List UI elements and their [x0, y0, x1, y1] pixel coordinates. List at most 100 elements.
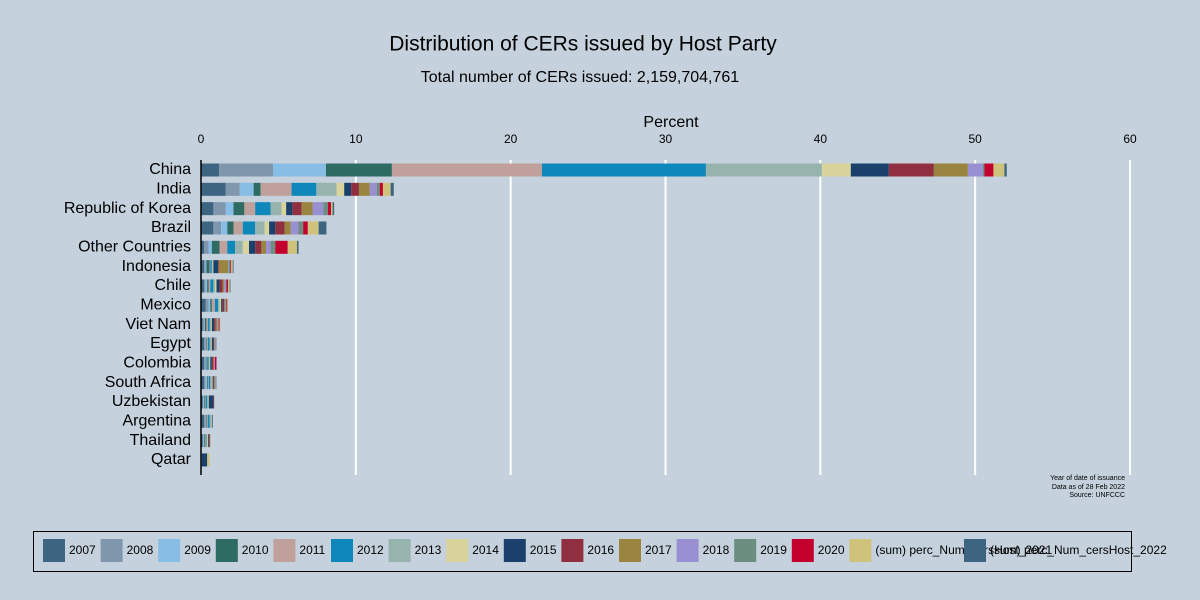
- bar-segment: [205, 279, 208, 293]
- bar-segment: [1004, 163, 1007, 177]
- legend-label: 2007: [69, 543, 96, 557]
- bar-segment: [233, 202, 245, 216]
- bar-segment: [202, 318, 205, 332]
- legend-box: [33, 531, 1132, 572]
- bar-segment: [210, 376, 212, 390]
- bar-segment: [205, 337, 207, 351]
- bar-segment: [217, 318, 219, 332]
- bar-segment: [984, 163, 994, 177]
- y-tick-label: Thailand: [130, 432, 191, 449]
- bar-segment: [212, 376, 214, 390]
- bar-segment: [205, 260, 207, 274]
- bar-segment: [344, 182, 352, 196]
- legend-label: (sum) perc_Num_cersHost_2022: [990, 543, 1167, 557]
- bar-segment: [201, 202, 214, 216]
- bar-segment: [215, 337, 217, 351]
- bar-segment: [275, 240, 288, 254]
- y-tick-label: Mexico: [140, 297, 191, 314]
- bar-segment: [204, 395, 206, 409]
- bar-segment: [821, 163, 851, 177]
- x-tick-label: 10: [349, 132, 363, 146]
- bar-segment: [209, 260, 211, 274]
- bar-segment: [208, 240, 212, 254]
- y-tick-label: Chile: [155, 277, 192, 294]
- bar-segment: [255, 240, 262, 254]
- bar-segment: [201, 260, 205, 274]
- bar-segment: [209, 434, 211, 448]
- bar-segment: [369, 182, 377, 196]
- bar-segment: [214, 356, 215, 370]
- bar-segment: [210, 298, 212, 312]
- bar-segment: [218, 260, 229, 274]
- bar-segment: [228, 260, 229, 274]
- bar-segment: [214, 337, 215, 351]
- legend-label: 2014: [472, 543, 499, 557]
- bar-segment: [206, 414, 208, 428]
- bar-segment: [205, 434, 207, 448]
- legend-swatch: [215, 539, 238, 562]
- bar-segment: [222, 298, 225, 312]
- bar-segment: [215, 318, 218, 332]
- bar-segment: [213, 221, 222, 235]
- bar-segment: [231, 260, 233, 274]
- y-tick-label: Colombia: [123, 355, 191, 372]
- bar-segment: [290, 221, 299, 235]
- bar-segment: [239, 182, 254, 196]
- bar-segment: [336, 182, 345, 196]
- bar-segment: [888, 163, 934, 177]
- legend-swatch: [849, 539, 872, 562]
- bar-segment: [213, 337, 215, 351]
- bar-segment: [264, 221, 270, 235]
- y-tick-label: Argentina: [123, 413, 192, 430]
- bar-segment: [204, 434, 205, 448]
- bar-segment: [215, 376, 217, 390]
- bar-segment: [211, 414, 213, 428]
- legend-label: 2012: [357, 543, 384, 557]
- bar-segment: [201, 395, 203, 409]
- legend-label: 2009: [184, 543, 211, 557]
- bar-segment: [214, 298, 219, 312]
- bar-segment: [332, 202, 335, 216]
- bar-segment: [201, 279, 205, 293]
- bar-segment: [325, 163, 392, 177]
- bar-segment: [233, 221, 243, 235]
- bar-segment: [287, 240, 297, 254]
- bar-segment: [205, 395, 208, 409]
- bar-segment: [216, 279, 220, 293]
- bar-segment: [207, 395, 209, 409]
- bar-segment: [209, 337, 212, 351]
- bar-segment: [235, 240, 243, 254]
- chart-subtitle: Total number of CERs issued: 2,159,704,7…: [421, 69, 740, 86]
- bar-segment: [967, 163, 983, 177]
- bar-segment: [255, 221, 265, 235]
- bar-segment: [218, 260, 219, 274]
- legend-swatch: [791, 539, 814, 562]
- x-tick-label: 40: [814, 132, 828, 146]
- bar-segment: [207, 279, 209, 293]
- bar-segment: [204, 434, 206, 448]
- bar-segment: [323, 202, 328, 216]
- bar-segment: [303, 221, 308, 235]
- bar-segment: [210, 279, 214, 293]
- bar-segment: [205, 298, 209, 312]
- bar-segment: [224, 298, 225, 312]
- bar-segment: [213, 376, 215, 390]
- bar-segment: [201, 453, 208, 467]
- bar-segment: [204, 376, 206, 390]
- bar-segment: [291, 182, 317, 196]
- bar-segment: [211, 298, 215, 312]
- bar-segment: [213, 279, 215, 293]
- bar-segment: [218, 163, 273, 177]
- bar-segment: [331, 202, 333, 216]
- bar-segment: [850, 163, 889, 177]
- bar-segment: [207, 376, 208, 390]
- bar-segment: [226, 298, 228, 312]
- legend-swatch: [503, 539, 526, 562]
- bar-segment: [284, 221, 291, 235]
- legend-swatch: [964, 539, 986, 562]
- bar-segment: [218, 318, 219, 332]
- legend-label: 2011: [299, 543, 325, 557]
- note: Year of date of issuance: [1050, 475, 1125, 482]
- bar-segment: [316, 182, 337, 196]
